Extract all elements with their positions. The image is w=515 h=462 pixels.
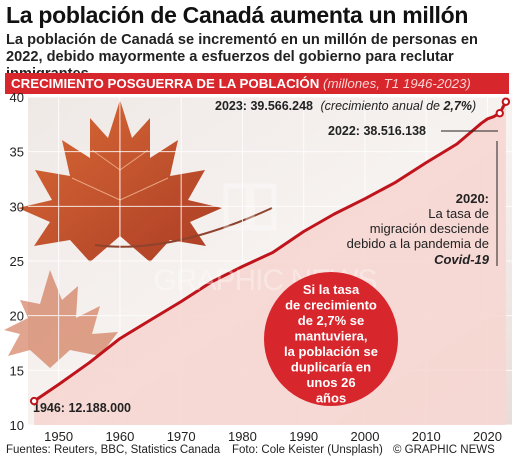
bubble-line-6: duplicaría en (291, 360, 371, 375)
page-title: La población de Canadá aumenta un millón (6, 2, 469, 28)
annotation-2020: 2020: La tasa de migración desciende deb… (347, 191, 490, 267)
bubble-line-2: de crecimiento (285, 298, 377, 313)
banner-title: CRECIMIENTO POSGUERRA DE LA POBLACIÓN (11, 76, 320, 91)
annotation-2020-line2: migración desciende (370, 221, 489, 236)
y-tick-label-40: 40 (10, 90, 24, 105)
y-tick-label-25: 25 (10, 254, 24, 269)
data-point-2023 (501, 97, 511, 106)
y-tick-label-15: 15 (10, 363, 24, 378)
chart-banner: CRECIMIENTO POSGUERRA DE LA POBLACIÓN (m… (5, 73, 509, 94)
x-tick-label-2000: 2000 (351, 429, 380, 444)
bubble-line-1: Si la tasa (303, 282, 360, 297)
annotation-2020-line3: debido a la pandemia de (347, 236, 489, 251)
maple-leaf-blurred (4, 270, 118, 368)
y-tick-label-10: 10 (10, 418, 24, 433)
annotation-2023-paren-close: ) (470, 99, 476, 113)
bubble-line-3: de 2,7% se (298, 313, 365, 328)
banner-units: (millones, T1 1946-2023) (323, 76, 471, 91)
annotation-1946: 1946: 12.188.000 (33, 401, 131, 415)
annotation-2020-year: 2020: (456, 191, 489, 206)
population-line (33, 100, 508, 403)
annotation-2023: 2023: 39.566.248 (crecimiento anual de 2… (215, 99, 476, 113)
bubble-line-7: unos 26 (306, 375, 355, 390)
annotation-2023-rate: 2,7% (442, 99, 472, 113)
data-point-1946 (29, 396, 39, 406)
x-tick-label-1990: 1990 (289, 429, 318, 444)
x-tick-label-1970: 1970 (167, 429, 196, 444)
y-tick-label-35: 35 (10, 145, 24, 160)
footer-sources: Fuentes: Reuters, BBC, Statistics Canada (6, 444, 221, 456)
data-point-2022 (495, 109, 504, 118)
page-subtitle: La población de Canadá se incrementó en … (6, 32, 478, 82)
annotation-2020-covid: Covid-19 (434, 252, 490, 267)
bubble-line-4: mantuviera, (295, 329, 368, 344)
annotation-2023-value: 2023: 39.566.248 (215, 99, 313, 113)
x-tick-label-2020: 2020 (473, 429, 502, 444)
x-tick-label-1960: 1960 (105, 429, 134, 444)
bubble-line-8: años (316, 391, 346, 406)
bubble-line-5: la población se (284, 344, 378, 359)
x-tick-label-2010: 2010 (412, 429, 441, 444)
annotation-2020-line1: La tasa de (428, 206, 489, 221)
footer-copyright: © GRAPHIC NEWS (393, 444, 495, 456)
y-tick-label-30: 30 (10, 199, 24, 214)
annotation-2022: 2022: 38.516.138 (328, 124, 426, 138)
footer-photo-credit: Foto: Cole Keister (Unsplash) (232, 444, 383, 456)
y-tick-label-20: 20 (10, 309, 24, 324)
x-tick-label-1950: 1950 (44, 429, 73, 444)
x-tick-label-1980: 1980 (228, 429, 257, 444)
annotation-2023-paren: (crecimiento anual de (321, 99, 444, 113)
